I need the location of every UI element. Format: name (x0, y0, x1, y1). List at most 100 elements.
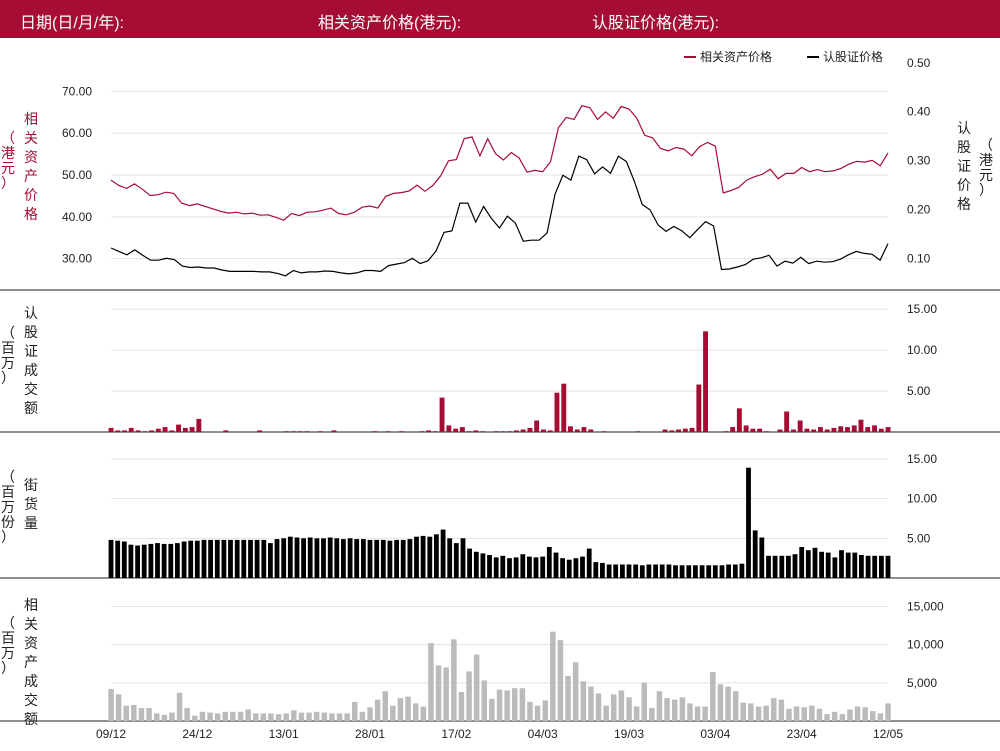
outstanding-bar (321, 538, 326, 578)
warrant-turnover-bar (703, 331, 708, 432)
warrant-turnover-bar (824, 429, 830, 432)
right-tick-label: 0.40 (907, 105, 931, 119)
axis-label: 额 (24, 400, 38, 416)
warrant-turnover-bar (723, 431, 729, 432)
asset-turnover-bar (550, 631, 556, 721)
outstanding-bar (845, 552, 851, 578)
outstanding-bar (181, 541, 187, 578)
left-axis-label: 格 (24, 206, 38, 222)
asset-turnover-bar (283, 713, 289, 721)
asset-turnover-bar (268, 713, 274, 721)
asset-turnover-bar (816, 708, 823, 721)
tick-label: 5,000 (907, 676, 937, 690)
outstanding-bar (261, 539, 267, 578)
axis-label: 额 (24, 711, 38, 727)
asset-turnover-bar (382, 691, 388, 721)
asset-turnover-bar (519, 688, 526, 721)
asset-turnover-bar (847, 709, 853, 721)
asset-turnover-bar (809, 705, 815, 721)
tick-label: 5.00 (907, 384, 931, 398)
warrant-turnover-bar (858, 419, 864, 432)
outstanding-bar (613, 564, 619, 578)
outstanding-bar (108, 539, 114, 578)
warrant-turnover-bar (142, 431, 148, 432)
asset-turnover-bar (854, 706, 861, 721)
right-tick-label: 0.50 (907, 56, 931, 70)
asset-turnover-bar (336, 713, 343, 721)
tick-label: 15.00 (907, 302, 937, 316)
warrant-turnover-bar (682, 428, 688, 432)
warrant-turnover-bar (534, 420, 540, 432)
outstanding-bar (759, 537, 765, 578)
asset-turnover-bar (199, 711, 206, 721)
chart-area: 30.00 40.00 50.00 60.00 70.00 0.10 0.20 0.30 0.4… (0, 49, 1000, 741)
right-axis-label: 证 (957, 158, 971, 174)
outstanding-bar (746, 467, 751, 578)
asset-turnover-bar (214, 713, 221, 721)
outstanding-bar (168, 543, 174, 578)
outstanding-bar (394, 539, 399, 578)
legend-warrant: 认股证价格 (823, 49, 883, 64)
asset-turnover-bar (169, 712, 175, 721)
asset-turnover-bar (885, 703, 891, 721)
asset-turnover-bar (694, 706, 701, 721)
asset-turnover-bar (877, 713, 884, 721)
outstanding-bar (546, 547, 552, 578)
asset-turnover-bar (176, 692, 183, 721)
outstanding-bar (341, 539, 346, 578)
asset-turnover-bar (672, 699, 678, 721)
right-axis-label: 价 (957, 177, 971, 193)
left-axis-label: 关 (24, 130, 38, 146)
outstanding-bar (580, 556, 585, 578)
warrant-turnover-bar (331, 430, 337, 432)
axis-label: 认 (24, 305, 38, 321)
axis-label: 证 (24, 343, 38, 359)
outstanding-bar (254, 539, 260, 578)
axis-label: 产 (24, 654, 38, 670)
asset-turnover-bar (717, 684, 724, 721)
grid-lines (111, 90, 888, 684)
asset-turnover-bar (451, 639, 457, 721)
outstanding-bar (852, 552, 858, 578)
outstanding-bar (194, 540, 200, 578)
outstanding-bar (400, 539, 406, 578)
asset-turnover-bar (534, 705, 541, 721)
outstanding-bar (520, 554, 526, 578)
outstanding-bar (586, 548, 592, 578)
axis-label: 资 (24, 635, 38, 651)
outstanding-bar (480, 553, 486, 578)
outstanding-bar (626, 564, 632, 578)
x-tick-label: 23/04 (787, 727, 817, 741)
asset-turnover-bar (496, 689, 503, 721)
asset-turnover-bar (390, 705, 396, 721)
outstanding-bar (274, 539, 280, 578)
warrant-turnover-bar (689, 427, 695, 432)
warrant-turnover-bar (730, 427, 736, 432)
outstanding-bar (493, 557, 499, 578)
outstanding-bar (374, 539, 380, 578)
outstanding-bar (666, 564, 672, 578)
warrant-turnover-bar (493, 431, 499, 432)
asset-turnover-bar (725, 686, 731, 721)
asset-turnover-bar (702, 706, 708, 721)
asset-turnover-bar (374, 699, 381, 721)
x-tick-label: 09/12 (96, 727, 126, 741)
left-axis-label: 相 (24, 111, 38, 127)
warrant-turnover-bar (439, 397, 445, 432)
warrant-turnover-bar (574, 429, 580, 432)
asset-turnover-bar (359, 711, 366, 721)
warrant-turnover-bar (115, 430, 121, 432)
outstanding-bar (447, 538, 453, 578)
outstanding-bar (294, 537, 300, 578)
asset-price-line (110, 105, 889, 221)
left-axis-unit: 港 (1, 145, 15, 161)
outstanding-bar (453, 543, 459, 578)
warrant-turnover-bar (885, 427, 891, 432)
warrant-turnover-bar (399, 431, 404, 432)
asset-turnover-bar (367, 707, 373, 721)
axis-unit: 万 (1, 645, 15, 661)
outstanding-bar (354, 539, 360, 578)
x-tick-label: 12/05 (873, 727, 903, 741)
warrant-turnover-bar (291, 431, 296, 432)
left-axis-label: 产 (24, 168, 38, 184)
